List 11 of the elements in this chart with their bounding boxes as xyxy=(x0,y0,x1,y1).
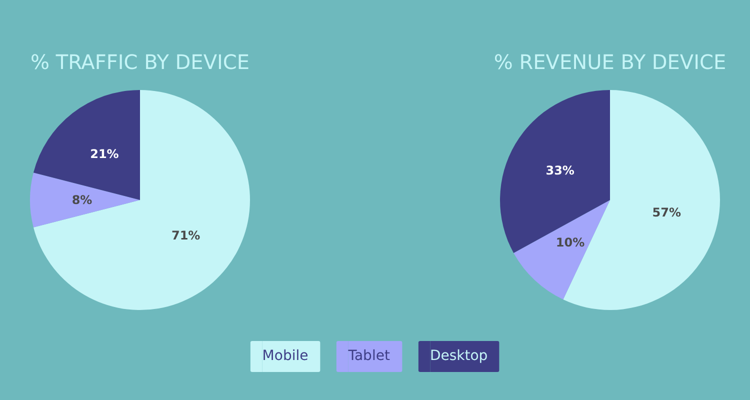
data-label: 33% xyxy=(546,163,574,178)
data-label: 10% xyxy=(556,235,585,250)
data-label: 8% xyxy=(72,193,92,207)
data-label: 57% xyxy=(652,206,681,220)
slice-label: % REVENUE BY DEVICE xyxy=(494,50,726,74)
legend-label: Mobile xyxy=(262,341,320,372)
legend-label: Desktop xyxy=(430,341,500,372)
data-label: 71% xyxy=(171,228,200,243)
legend-label: Tablet xyxy=(348,341,402,372)
data-label: 21% xyxy=(90,147,119,162)
slice-label: % TRAFFIC BY DEVICE xyxy=(30,50,250,74)
